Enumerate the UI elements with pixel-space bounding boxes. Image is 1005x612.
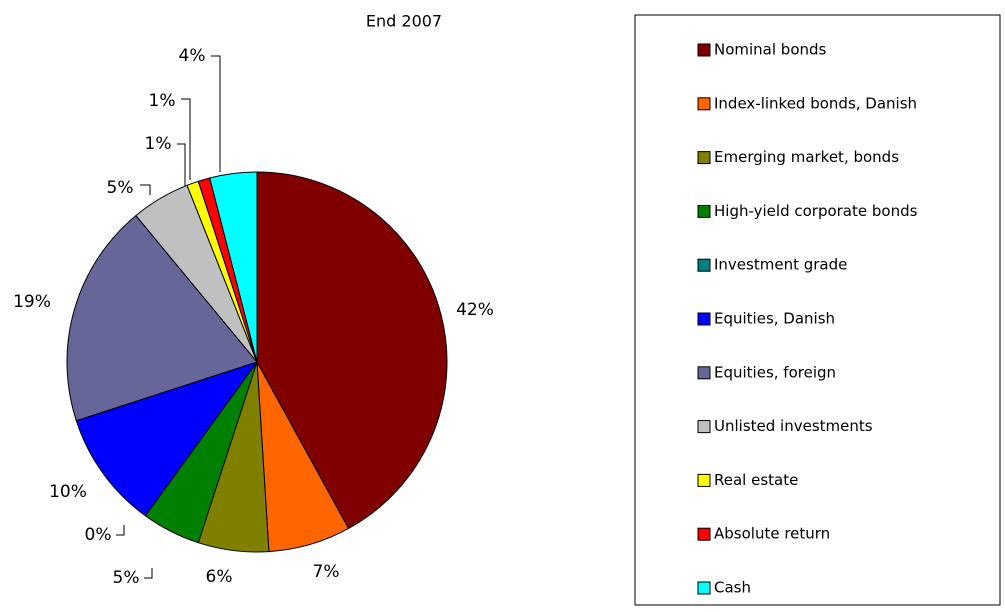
legend-label: Emerging market, bonds [714, 148, 899, 166]
data-label: 0% [85, 525, 112, 545]
legend-swatch [697, 420, 711, 434]
legend-label: Equities, Danish [714, 310, 835, 328]
pie-slice [256, 171, 448, 530]
legend-swatch [697, 43, 711, 57]
data-label: 7% [313, 562, 340, 582]
data-label: 1% [145, 134, 172, 154]
pie-slice [209, 171, 258, 363]
data-label: 6% [206, 567, 233, 587]
leader-line [116, 525, 125, 536]
legend-label: Index-linked bonds, Danish [714, 94, 917, 112]
legend-label: Real estate [714, 471, 798, 489]
legend-label: Equities, foreign [714, 363, 836, 381]
data-label: 42% [456, 300, 494, 320]
pie-slice [66, 214, 258, 422]
data-label: 4% [179, 46, 206, 66]
legend-label: High-yield corporate bonds [714, 202, 918, 220]
legend-swatch [697, 527, 711, 541]
legend-label: Unlisted investments [714, 417, 873, 435]
legend-swatch [697, 204, 711, 218]
leader-line [144, 568, 153, 579]
legend-box [634, 14, 1001, 606]
leader-line [140, 184, 151, 195]
pie-slice [75, 361, 259, 517]
legend-label: Nominal bonds [714, 41, 827, 59]
legend-label: Absolute return [714, 525, 830, 543]
legend-swatch [697, 581, 711, 595]
legend-swatch [697, 151, 711, 165]
legend-swatch [697, 258, 711, 272]
legend-label: Investment grade [714, 256, 847, 274]
data-label: 5% [107, 178, 134, 198]
chart-title: End 2007 [366, 12, 442, 31]
leader-line [177, 143, 186, 186]
legend-swatch [697, 366, 711, 380]
legend-label: Cash [714, 579, 751, 597]
data-label: 1% [149, 91, 176, 111]
legend-swatch [697, 312, 711, 326]
leader-line [181, 98, 191, 180]
data-label: 5% [113, 568, 140, 588]
data-label: 10% [49, 482, 87, 502]
data-label: 19% [13, 292, 51, 312]
legend-swatch [697, 97, 711, 111]
legend-swatch [697, 473, 711, 487]
leader-line [211, 55, 221, 172]
